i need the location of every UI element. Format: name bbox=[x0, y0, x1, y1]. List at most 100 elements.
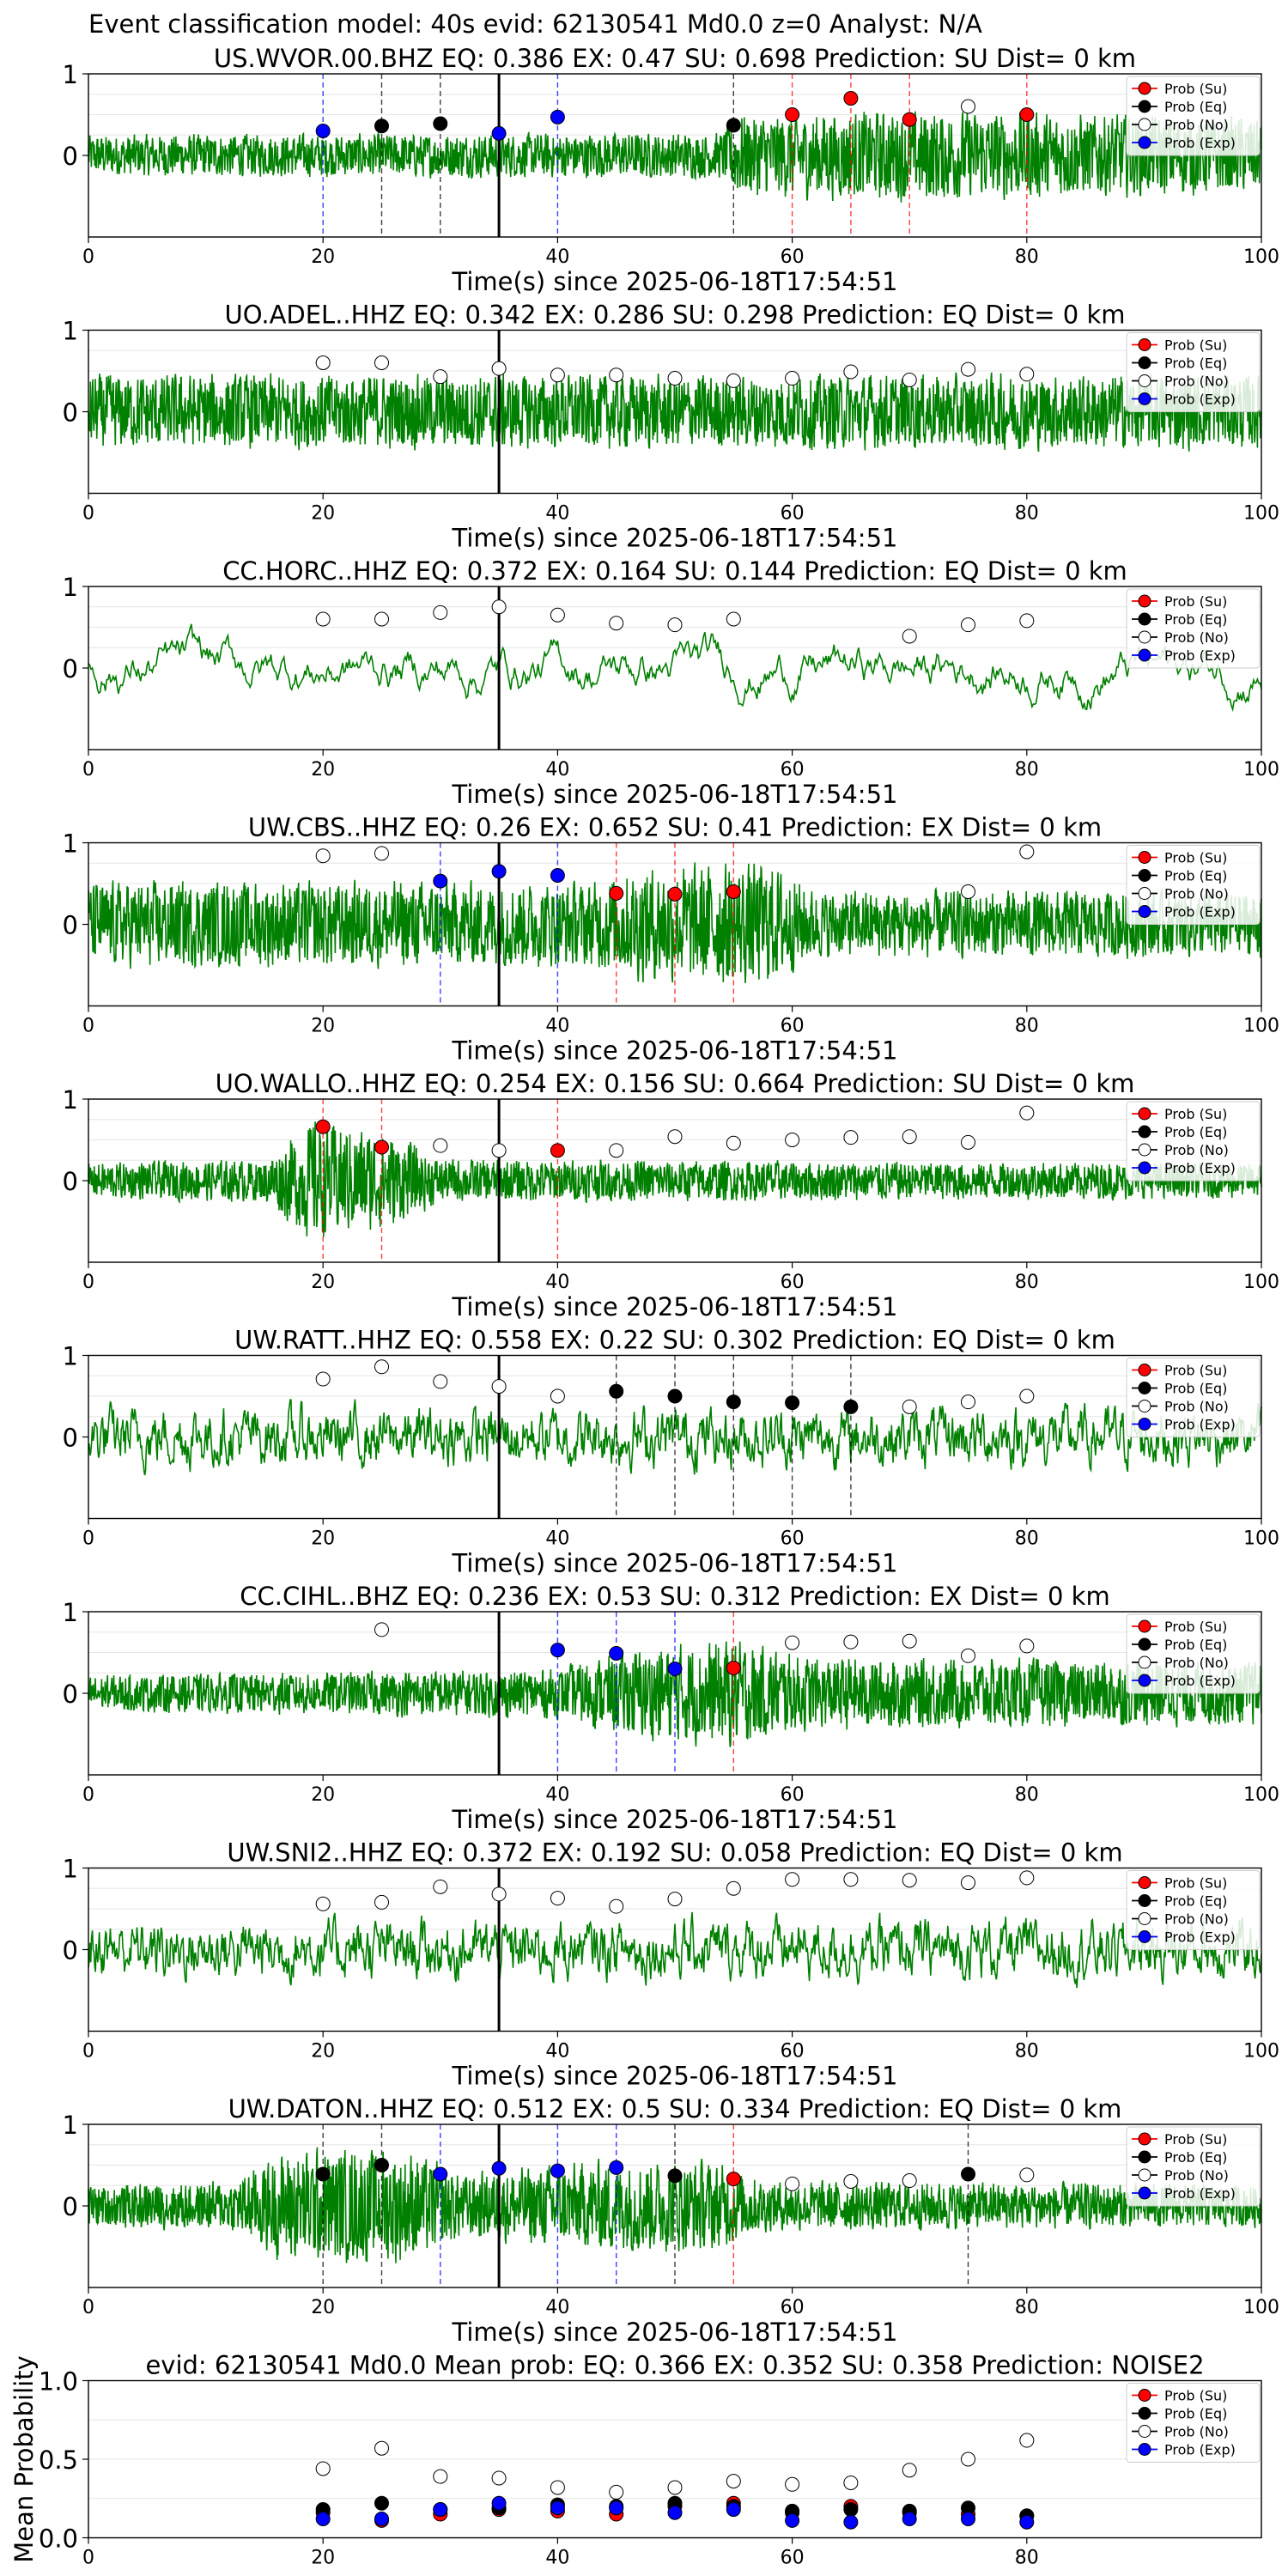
probability-marker-no bbox=[315, 1371, 331, 1387]
mean-prob-marker-no bbox=[961, 2451, 975, 2467]
legend-label-eq: Prob (Eq) bbox=[1164, 1637, 1227, 1653]
x-tick-label: 20 bbox=[311, 2548, 335, 2569]
probability-marker-su bbox=[726, 2172, 741, 2187]
legend-label-no: Prob (No) bbox=[1164, 117, 1229, 133]
legend-marker-exp bbox=[1138, 1674, 1151, 1687]
probability-marker-eq bbox=[843, 1399, 859, 1414]
waveform-trace bbox=[88, 372, 1262, 453]
probability-marker-eq bbox=[433, 116, 448, 131]
legend-box bbox=[1126, 1870, 1261, 1950]
y-axis-label: Mean Probability bbox=[9, 2355, 39, 2563]
x-tick-label: 20 bbox=[311, 1016, 335, 1037]
mean-prob-marker-exp bbox=[374, 2512, 389, 2527]
mean-prob-marker-exp bbox=[902, 2512, 917, 2527]
legend-marker-exp bbox=[1138, 2443, 1151, 2456]
panels-group: US.WVOR.00.BHZ EQ: 0.386 EX: 0.47 SU: 0.… bbox=[9, 44, 1279, 2569]
legend-box bbox=[1126, 1613, 1261, 1694]
x-tick-label: 60 bbox=[781, 2297, 805, 2318]
x-tick-label: 0 bbox=[82, 1016, 94, 1037]
probability-marker-no bbox=[315, 1896, 331, 1911]
legend-marker-eq bbox=[1138, 612, 1151, 626]
legend-box bbox=[1126, 588, 1261, 669]
legend-label-no: Prob (No) bbox=[1164, 1399, 1229, 1415]
x-tick-label: 20 bbox=[311, 246, 335, 268]
probability-marker-no bbox=[785, 1133, 800, 1147]
probability-marker-no bbox=[843, 1634, 859, 1649]
y-tick-label: 0 bbox=[63, 1424, 78, 1453]
legend-label-exp: Prob (Exp) bbox=[1164, 1417, 1236, 1433]
x-tick-label: 80 bbox=[1015, 2548, 1039, 2569]
legend-label-no: Prob (No) bbox=[1164, 1655, 1229, 1671]
x-tick-label: 40 bbox=[545, 1272, 569, 1293]
probability-marker-su bbox=[374, 1139, 389, 1155]
legend-marker-exp bbox=[1138, 136, 1151, 149]
legend-marker-su bbox=[1138, 1876, 1151, 1889]
probability-marker-no bbox=[961, 884, 975, 899]
mean-prob-marker-exp bbox=[491, 2495, 507, 2511]
panel-title: CC.CIHL..BHZ EQ: 0.236 EX: 0.53 SU: 0.31… bbox=[240, 1582, 1109, 1611]
x-tick-label: 80 bbox=[1015, 246, 1039, 268]
panel-title: evid: 62130541 Md0.0 Mean prob: EQ: 0.36… bbox=[145, 2351, 1204, 2380]
legend-label-su: Prob (Su) bbox=[1164, 2131, 1227, 2148]
x-axis-label: Time(s) since 2025-06-18T17:54:51 bbox=[452, 780, 898, 809]
probability-marker-no bbox=[433, 1138, 448, 1153]
legend-label-exp: Prob (Exp) bbox=[1164, 1160, 1236, 1176]
panel-7: UW.SNI2..HHZ EQ: 0.372 EX: 0.192 SU: 0.0… bbox=[63, 1838, 1279, 2091]
probability-marker-no bbox=[609, 616, 624, 631]
legend-label-exp: Prob (Exp) bbox=[1164, 392, 1236, 408]
x-tick-label: 60 bbox=[781, 1272, 805, 1293]
legend-marker-su bbox=[1138, 1364, 1151, 1376]
legend-box bbox=[1126, 332, 1261, 412]
legend-label-exp: Prob (Exp) bbox=[1164, 1673, 1236, 1689]
panel-legend: Prob (Su)Prob (Eq)Prob (No)Prob (Exp) bbox=[1126, 1870, 1261, 1950]
probability-marker-exp bbox=[491, 125, 507, 141]
x-axis-label: Time(s) since 2025-06-18T17:54:51 bbox=[452, 1292, 898, 1321]
mean-prob-marker-eq bbox=[843, 2502, 859, 2518]
probability-marker-eq bbox=[374, 2158, 389, 2172]
probability-marker-no bbox=[961, 617, 975, 633]
probability-marker-no bbox=[315, 848, 331, 864]
legend-marker-exp bbox=[1138, 905, 1151, 918]
probability-marker-no bbox=[902, 372, 917, 387]
probability-marker-eq bbox=[609, 1383, 624, 1399]
panel-title: UW.RATT..HHZ EQ: 0.558 EX: 0.22 SU: 0.30… bbox=[234, 1326, 1115, 1355]
legend-marker-eq bbox=[1138, 1125, 1151, 1139]
legend-marker-no bbox=[1138, 1656, 1151, 1669]
panel-title: UO.WALLO..HHZ EQ: 0.254 EX: 0.156 SU: 0.… bbox=[216, 1069, 1135, 1098]
mean-prob-marker-exp bbox=[315, 2512, 331, 2527]
probability-marker-no bbox=[902, 1633, 917, 1649]
probability-marker-exp bbox=[433, 2166, 448, 2182]
probability-marker-su bbox=[550, 1143, 565, 1158]
panel-title: CC.HORC..HHZ EQ: 0.372 EX: 0.164 SU: 0.1… bbox=[222, 556, 1127, 586]
probability-marker-su bbox=[315, 1119, 331, 1134]
legend-marker-no bbox=[1138, 1912, 1151, 1925]
panel-legend: Prob (Su)Prob (Eq)Prob (No)Prob (Exp) bbox=[1126, 2383, 1261, 2463]
probability-marker-no bbox=[1019, 1105, 1035, 1121]
panel-title: UW.CBS..HHZ EQ: 0.26 EX: 0.652 SU: 0.41 … bbox=[248, 813, 1102, 842]
legend-marker-exp bbox=[1138, 648, 1151, 662]
panel-0: US.WVOR.00.BHZ EQ: 0.386 EX: 0.47 SU: 0.… bbox=[63, 44, 1279, 296]
x-tick-label: 0 bbox=[82, 503, 94, 525]
mean-prob-marker-no bbox=[315, 2461, 331, 2476]
legend-label-eq: Prob (Eq) bbox=[1164, 611, 1227, 628]
legend-label-su: Prob (Su) bbox=[1164, 1363, 1227, 1379]
legend-box bbox=[1126, 76, 1261, 156]
x-tick-label: 100 bbox=[1243, 1528, 1279, 1550]
waveform-trace bbox=[88, 1641, 1262, 1747]
probability-marker-no bbox=[1019, 1638, 1035, 1654]
legend-label-eq: Prob (Eq) bbox=[1164, 1124, 1227, 1140]
x-tick-label: 100 bbox=[1243, 2297, 1279, 2318]
mean-prob-marker-exp bbox=[667, 2505, 683, 2520]
mean-prob-marker-exp bbox=[433, 2502, 448, 2518]
probability-marker-no bbox=[374, 1359, 389, 1375]
x-tick-label: 40 bbox=[545, 503, 569, 525]
legend-label-exp: Prob (Exp) bbox=[1164, 2442, 1236, 2458]
probability-marker-su bbox=[667, 886, 683, 902]
legend-marker-eq bbox=[1138, 1894, 1151, 1907]
panel-3: UW.CBS..HHZ EQ: 0.26 EX: 0.652 SU: 0.41 … bbox=[63, 813, 1279, 1066]
x-axis-label: Time(s) since 2025-06-18T17:54:51 bbox=[452, 2062, 898, 2091]
probability-marker-no bbox=[961, 1134, 975, 1150]
y-tick-label: 1 bbox=[63, 573, 78, 602]
x-tick-label: 100 bbox=[1243, 759, 1279, 781]
